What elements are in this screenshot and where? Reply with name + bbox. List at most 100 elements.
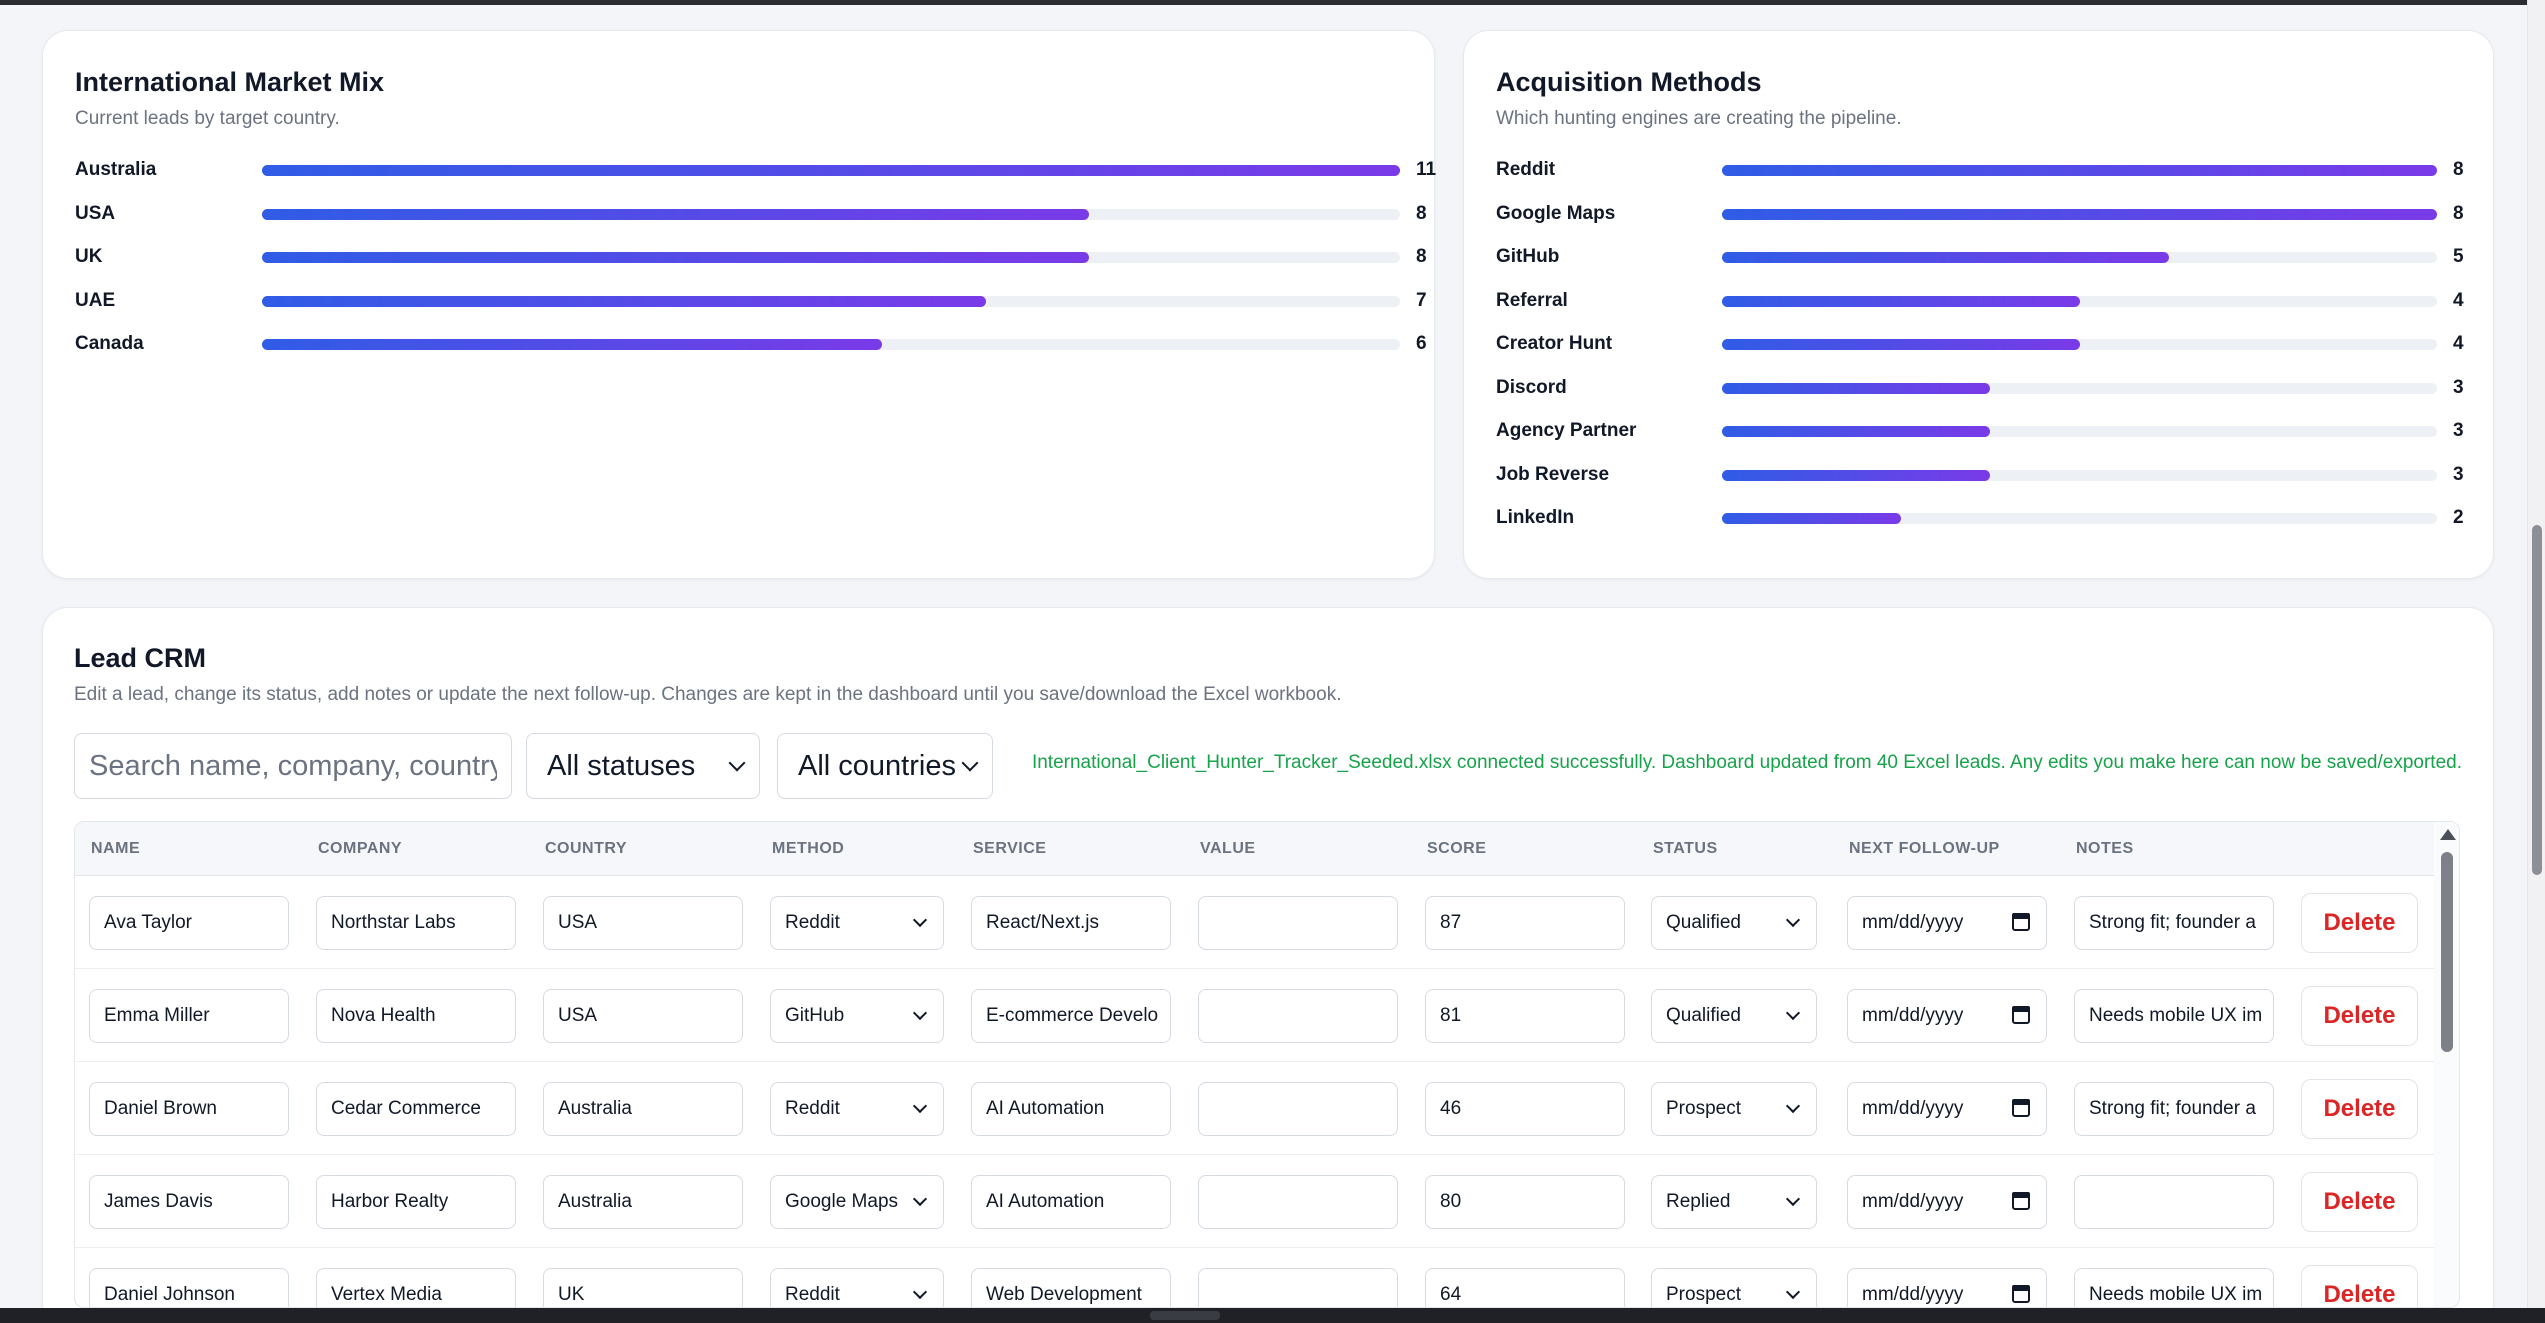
delete-button[interactable]: Delete [2301,1079,2418,1139]
acquisition-subtitle: Which hunting engines are creating the p… [1496,108,1902,129]
bar-fill [262,295,986,307]
method-select[interactable]: Reddit [770,896,944,950]
bar-label: Reddit [1496,159,1556,180]
search-input[interactable] [74,733,512,799]
notes-field[interactable]: Strong fit; founder a [2074,896,2274,950]
bar-fill [262,165,1400,176]
next-follow-up-date-input[interactable]: mm/dd/yyyy [1847,1175,2047,1229]
name-field[interactable]: Daniel Brown [89,1082,289,1136]
name-field-value: Daniel Johnson [104,1284,235,1305]
delete-button[interactable]: Delete [2301,986,2418,1046]
bar-row: Google Maps 8 [1496,199,2476,229]
score-field[interactable]: 80 [1425,1175,1625,1229]
status-select[interactable]: Prospect [1651,1082,1817,1136]
company-field[interactable]: Cedar Commerce [316,1082,516,1136]
value-field[interactable] [1198,1175,1398,1229]
company-field[interactable]: Vertex Media [316,1268,516,1307]
country-field[interactable]: Australia [543,1082,743,1136]
next-follow-up-date-input[interactable]: mm/dd/yyyy [1847,1268,2047,1307]
leads-table: NAME COMPANY COUNTRY METHOD SERVICE VALU… [74,821,2460,1308]
country-field[interactable]: USA [543,989,743,1043]
notes-value: Strong fit; founder a [2089,912,2256,933]
value-field[interactable] [1198,989,1398,1043]
name-field-value: Daniel Brown [104,1098,217,1119]
table-scroll-thumb[interactable] [2441,852,2453,1052]
calendar-icon[interactable] [2012,1099,2030,1117]
score-field[interactable]: 81 [1425,989,1625,1043]
value-field[interactable] [1198,1082,1398,1136]
notes-field[interactable]: Strong fit; founder a [2074,1082,2274,1136]
score-field[interactable]: 46 [1425,1082,1625,1136]
col-notes: NOTES [2076,840,2134,857]
status-select[interactable]: Prospect [1651,1268,1817,1307]
score-field-value: 80 [1440,1191,1462,1212]
status-filter-select[interactable]: All statuses [526,733,760,799]
bar-value: 2 [2453,507,2464,528]
status-select[interactable]: Replied [1651,1175,1817,1229]
name-field[interactable]: Ava Taylor [89,896,289,950]
company-field[interactable]: Harbor Realty [316,1175,516,1229]
chevron-down-icon [912,912,928,928]
notes-field[interactable] [2074,1175,2274,1229]
page-scroll-thumb[interactable] [2532,525,2542,875]
company-field[interactable]: Nova Health [316,989,516,1043]
method-select[interactable]: GitHub [770,989,944,1043]
next-follow-up-date-input[interactable]: mm/dd/yyyy [1847,896,2047,950]
bar-fill [1722,208,2437,220]
name-field[interactable]: James Davis [89,1175,289,1229]
status-select-value: Qualified [1666,912,1741,933]
bar-row: LinkedIn 2 [1496,503,2476,533]
score-field-value: 46 [1440,1098,1462,1119]
value-field[interactable] [1198,896,1398,950]
notes-field[interactable]: Needs mobile UX im [2074,1268,2274,1307]
service-field[interactable]: E-commerce Develo [971,989,1171,1043]
name-field[interactable]: Emma Miller [89,989,289,1043]
next-follow-up-date-input[interactable]: mm/dd/yyyy [1847,989,2047,1043]
table-scrollbar[interactable] [2434,822,2459,1307]
country-field[interactable]: Australia [543,1175,743,1229]
next-follow-up-date-input[interactable]: mm/dd/yyyy [1847,1082,2047,1136]
chevron-down-icon [912,1098,928,1114]
value-field[interactable] [1198,1268,1398,1307]
bar-fill [1722,252,2169,263]
bar-track [262,165,1400,176]
name-field[interactable]: Daniel Johnson [89,1268,289,1307]
chevron-down-icon [1785,1191,1801,1207]
status-select[interactable]: Qualified [1651,896,1817,950]
delete-button[interactable]: Delete [2301,1265,2418,1307]
service-field[interactable]: React/Next.js [971,896,1171,950]
scroll-up-arrow-icon[interactable] [2440,829,2456,840]
country-field[interactable]: UK [543,1268,743,1307]
calendar-icon[interactable] [2012,1285,2030,1303]
table-row: James Davis Harbor Realty Australia Google … [75,1155,2459,1248]
country-field[interactable]: USA [543,896,743,950]
market-mix-card: International Market Mix Current leads b… [42,30,1436,579]
score-field[interactable]: 87 [1425,896,1625,950]
bar-label: Job Reverse [1496,463,1610,485]
company-field[interactable]: Northstar Labs [316,896,516,950]
bar-row: Australia 11 [75,155,1436,185]
service-field[interactable]: Web Development [971,1268,1171,1307]
page-scrollbar[interactable] [2527,0,2545,1308]
notes-field[interactable]: Needs mobile UX im [2074,989,2274,1043]
bar-fill [1722,339,2080,350]
bar-label: Discord [1496,376,1567,398]
status-select[interactable]: Qualified [1651,989,1817,1043]
bar-label: UAE [75,289,116,311]
method-select[interactable]: Reddit [770,1082,944,1136]
score-field[interactable]: 64 [1425,1268,1625,1307]
service-field[interactable]: AI Automation [971,1175,1171,1229]
method-select[interactable]: Google Maps [770,1175,944,1229]
method-select[interactable]: Reddit [770,1268,944,1307]
taskbar-handle [1150,1311,1220,1320]
calendar-icon[interactable] [2012,1006,2030,1024]
delete-button[interactable]: Delete [2301,1172,2418,1232]
country-filter-select[interactable]: All countries [777,733,993,799]
bar-track [1722,426,2437,437]
company-field-value: Harbor Realty [331,1191,449,1212]
service-field-value: Web Development [986,1284,1142,1305]
service-field[interactable]: AI Automation [971,1082,1171,1136]
calendar-icon[interactable] [2012,913,2030,931]
delete-button[interactable]: Delete [2301,893,2418,953]
calendar-icon[interactable] [2012,1192,2030,1210]
